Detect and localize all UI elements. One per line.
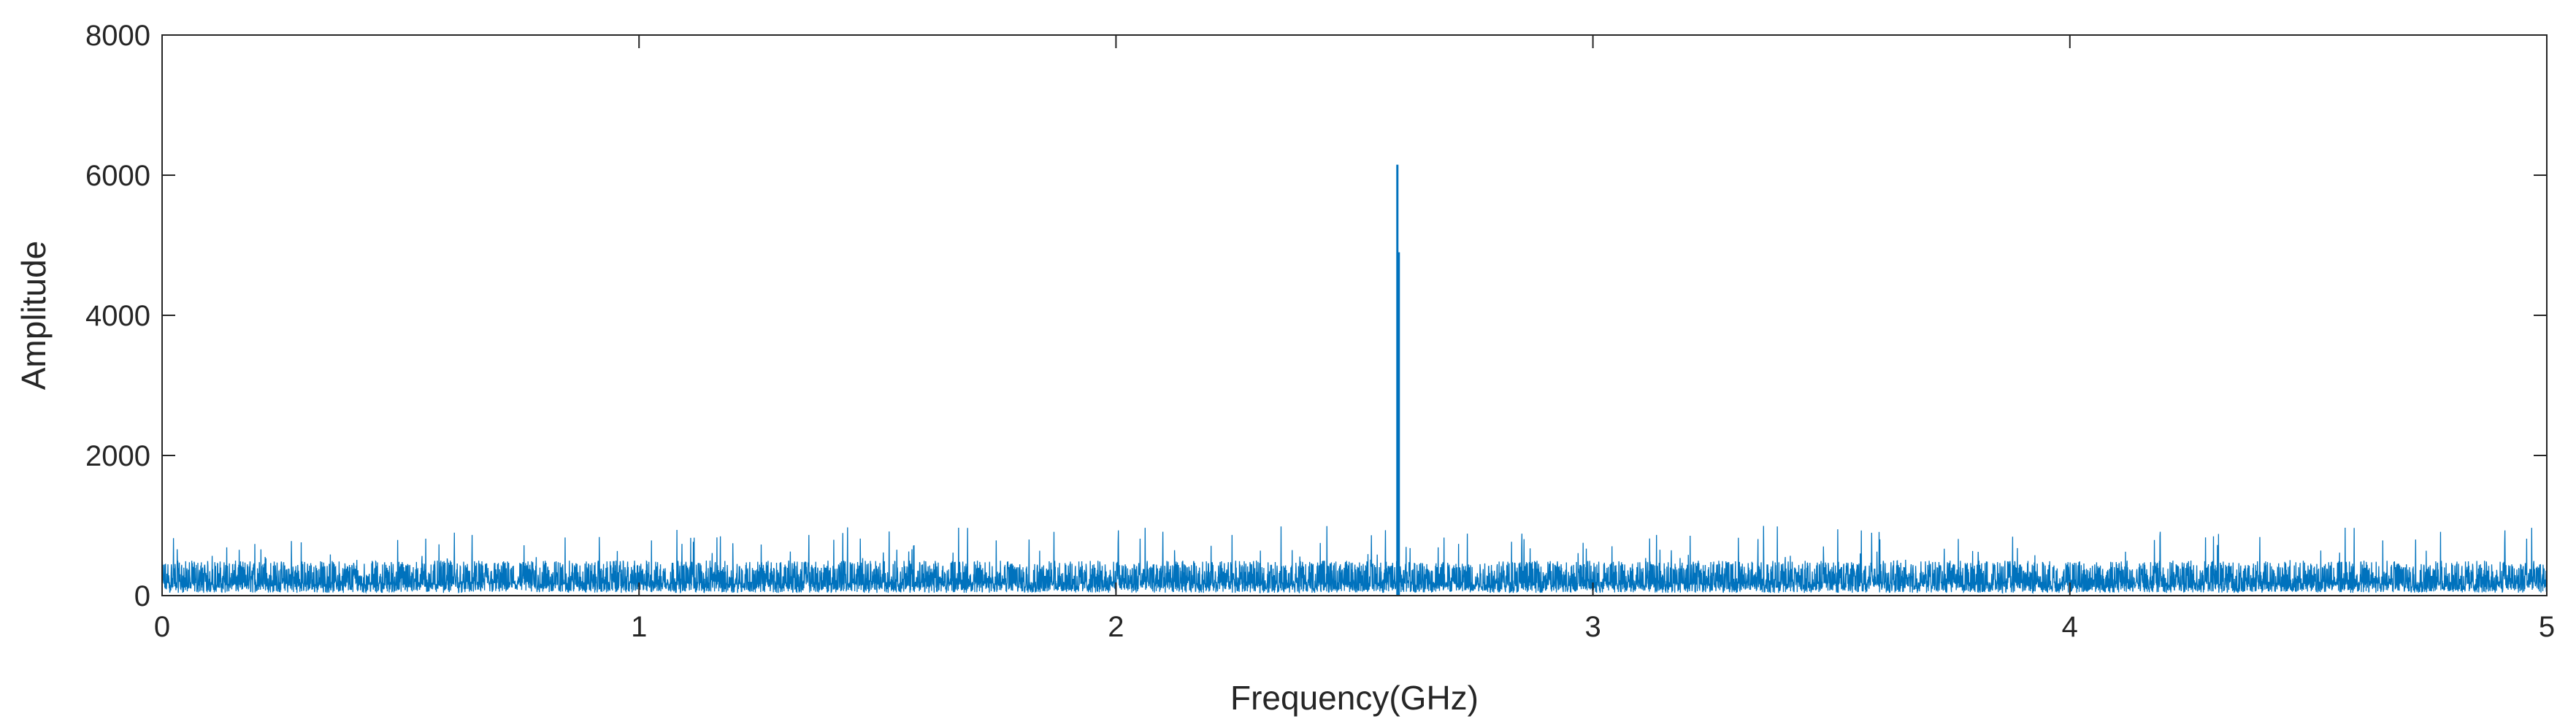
y-tick-label: 8000 <box>85 20 150 52</box>
x-tick-label: 3 <box>1584 611 1601 643</box>
y-tick-label: 2000 <box>85 440 150 472</box>
plot-area <box>161 164 2548 596</box>
y-axis-label: Amplitude <box>15 241 53 391</box>
y-tick-label: 4000 <box>85 300 150 332</box>
x-axis-label: Frequency(GHz) <box>1230 679 1479 717</box>
labels: Frequency(GHz) Amplitude <box>15 241 1479 717</box>
x-tick-label: 4 <box>2062 611 2078 643</box>
x-tick-label: 0 <box>154 611 170 643</box>
y-tick-label: 0 <box>134 580 150 612</box>
x-tick-label: 2 <box>1108 611 1124 643</box>
axes-box <box>161 34 2548 596</box>
spectrum-trace <box>161 526 2548 594</box>
x-tick-label: 5 <box>2539 611 2555 643</box>
x-tick-label: 1 <box>631 611 647 643</box>
axes: 0 1 2 3 4 5 0 2000 4000 6000 8000 <box>85 20 2555 643</box>
y-tick-label: 6000 <box>85 160 150 192</box>
